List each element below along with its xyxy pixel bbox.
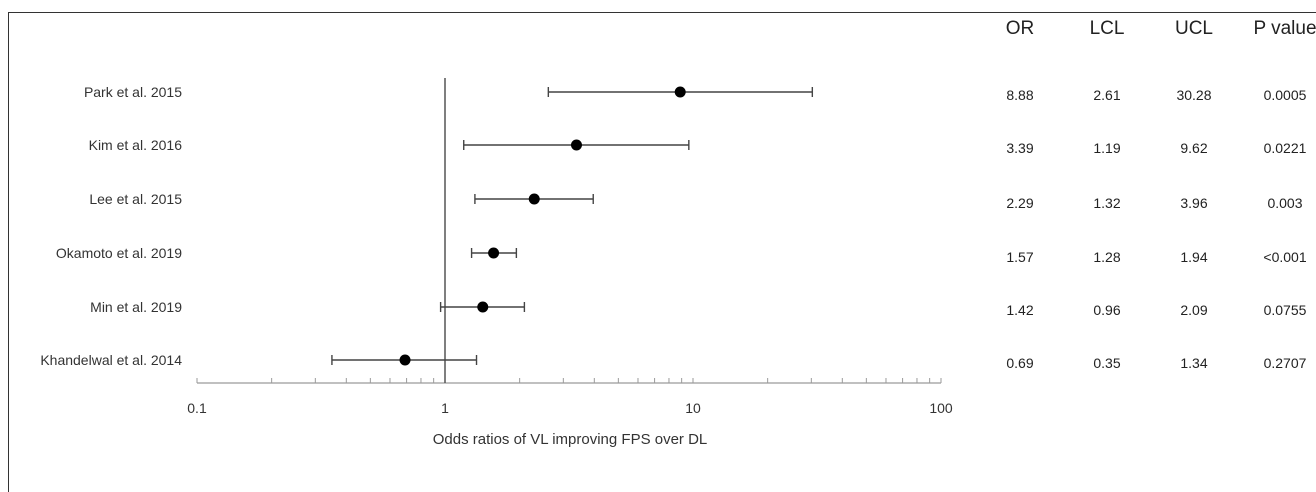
study-row-1 (547, 86, 814, 98)
study-row-5 (439, 301, 526, 313)
or-point (488, 247, 500, 259)
table-cell: 1.42 (1006, 302, 1034, 318)
table-header: LCL (1089, 18, 1125, 39)
or-point (528, 193, 540, 205)
study-label: Min et al. 2019 (90, 299, 182, 315)
or-point (674, 86, 686, 98)
x-axis-title: Odds ratios of VL improving FPS over DL (433, 431, 708, 448)
table-cell: 0.96 (1093, 302, 1121, 318)
x-tick-label: 0.1 (187, 400, 207, 416)
x-tick-label: 100 (929, 400, 953, 416)
table-cell: 9.62 (1180, 140, 1208, 156)
study-label: Park et al. 2015 (84, 84, 182, 100)
table-cell: 1.32 (1093, 195, 1121, 211)
table-cell: 3.39 (1006, 140, 1034, 156)
study-label: Lee et al. 2015 (89, 191, 182, 207)
table-cell: 2.09 (1180, 302, 1208, 318)
table-cell: 0.0221 (1263, 140, 1307, 156)
study-label: Okamoto et al. 2019 (56, 245, 182, 261)
table-cell: 2.61 (1093, 87, 1121, 103)
study-label: Khandelwal et al. 2014 (40, 352, 182, 368)
or-point (399, 354, 411, 366)
study-row-6 (331, 354, 478, 366)
table-cell: 1.57 (1006, 249, 1034, 265)
table-header: UCL (1174, 18, 1213, 39)
table-cell: <0.001 (1263, 249, 1307, 265)
study-labels: Park et al. 2015 Kim et al. 2016 Lee et al… (40, 84, 182, 368)
study-row-2 (463, 139, 690, 151)
table-cell: 3.96 (1180, 195, 1208, 211)
confidence-intervals (331, 86, 814, 366)
table-cell: 0.0005 (1263, 87, 1307, 103)
or-point (477, 301, 489, 313)
table-header: OR (1005, 18, 1035, 39)
table-header: P value (1253, 18, 1316, 39)
chart-frame (8, 12, 1316, 492)
table-cell: 30.28 (1176, 87, 1212, 103)
table-cell: 0.003 (1267, 195, 1303, 211)
study-row-4 (470, 247, 518, 259)
study-label: Kim et al. 2016 (89, 137, 183, 153)
table-cell: 0.0755 (1263, 302, 1307, 318)
study-row-3 (474, 193, 594, 205)
table-cell: 8.88 (1006, 87, 1034, 103)
table-cell: 1.34 (1180, 355, 1208, 371)
table-cell: 0.2707 (1263, 355, 1307, 371)
or-point (570, 139, 582, 151)
table-cell: 1.19 (1093, 140, 1121, 156)
table-cell: 0.35 (1093, 355, 1121, 371)
x-axis: 0.1 1 10 100 (187, 378, 953, 416)
x-tick-label: 1 (441, 400, 449, 416)
table-cell: 1.28 (1093, 249, 1121, 265)
table-cell: 2.29 (1006, 195, 1034, 211)
table-cell: 0.69 (1006, 355, 1034, 371)
table-cell: 1.94 (1180, 249, 1208, 265)
x-tick-label: 10 (685, 400, 701, 416)
